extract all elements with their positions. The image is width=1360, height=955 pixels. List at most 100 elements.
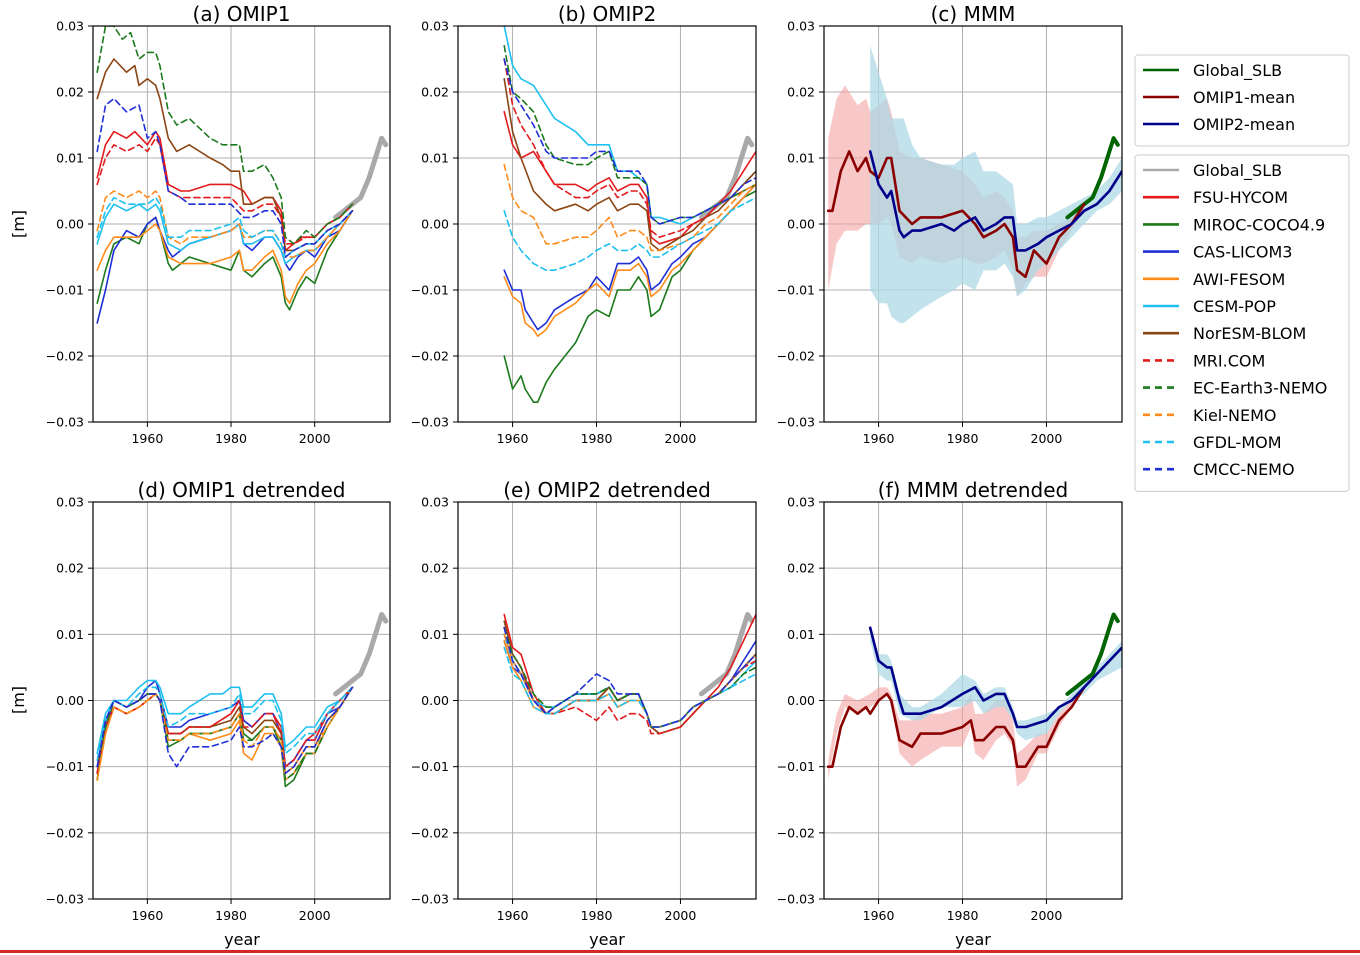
panel-c-ytick-label: −0.01 <box>777 283 815 298</box>
panel-a-ytick-label: 0.01 <box>56 151 84 166</box>
legend-entry-global-slb: Global_SLB <box>1193 161 1282 181</box>
panel-f-ytick-label: 0.01 <box>787 627 815 642</box>
legend-entry-miroc-coco4-9: MIROC-COCO4.9 <box>1193 215 1325 234</box>
panel-a-ytick-label: 0.00 <box>56 217 84 232</box>
panel-f-spread-band-0 <box>828 687 1085 787</box>
panel-b-xtick-label: 1980 <box>581 431 613 446</box>
panel-f-ytick-label: 0.03 <box>787 495 815 510</box>
x-axis-label-e: year <box>589 930 625 949</box>
panel-f-ytick-label: −0.03 <box>777 892 815 907</box>
panel-a-series-global-slb <box>333 135 389 220</box>
panel-d: 1960 1980 2000 −0.03 −0.02 −0.01 0.00 0.01 0.02 0… <box>46 478 391 923</box>
panel-a-title: (a) OMIP1 <box>193 2 291 26</box>
panel-f-spread-band-1 <box>870 627 1122 741</box>
panel-c-xtick-label: 2000 <box>1031 431 1063 446</box>
panel-c-title: (c) MMM <box>931 2 1016 26</box>
panel-f-xtick-label: 1980 <box>947 908 979 923</box>
panel-a: 1960 1980 2000 −0.03 −0.02 −0.01 0.00 0.01 0.02 0… <box>46 2 391 446</box>
panel-b-series-noresm-blom <box>503 78 756 252</box>
panel-e-ytick-label: −0.03 <box>411 892 449 907</box>
panel-d-series-global-slb <box>333 612 389 697</box>
legend-entry-kiel-nemo: Kiel-NEMO <box>1193 406 1276 425</box>
panel-e-ytick-label: 0.03 <box>421 495 449 510</box>
legend-entry-awi-fesom: AWI-FESOM <box>1193 270 1285 289</box>
panel-b-series-cmcc-nemo <box>503 58 756 225</box>
panel-c-ytick-label: 0.00 <box>787 217 815 232</box>
panel-f-ytick-label: −0.01 <box>777 759 815 774</box>
panel-a-ytick-label: −0.02 <box>46 349 84 364</box>
panel-a-series-cas-licom3 <box>96 210 354 324</box>
panel-e-xtick-label: 2000 <box>665 908 697 923</box>
panel-c-ytick-label: 0.01 <box>787 151 815 166</box>
panel-f: 1960 1980 2000 −0.03 −0.02 −0.01 0.00 0.01 0.02 0… <box>777 478 1123 923</box>
panel-b-ytick-label: −0.02 <box>411 349 449 364</box>
panel-d-ytick-label: −0.03 <box>46 892 84 907</box>
panel-d-xtick-label: 1960 <box>131 908 163 923</box>
panel-b-series-gfdl-mom <box>503 196 756 272</box>
panel-a-series-kiel-nemo <box>96 190 354 258</box>
panel-e-xtick-label: 1980 <box>581 908 613 923</box>
panel-b-series-cesm-pop <box>503 26 756 225</box>
panel-e-ytick-label: 0.02 <box>421 561 449 576</box>
legend-entry-cas-licom3: CAS-LICOM3 <box>1193 243 1292 262</box>
panel-b-title: (b) OMIP2 <box>558 2 656 26</box>
panel-c-series-omip1-mean <box>826 150 1086 279</box>
y-axis-label-top: [m] <box>9 210 28 238</box>
panel-d-series-cmcc-nemo <box>96 686 354 775</box>
panel-f-xtick-label: 1960 <box>863 908 895 923</box>
panel-b-series-mri-com <box>503 58 756 238</box>
panel-f-ytick-label: 0.00 <box>787 693 815 708</box>
panel-c: 1960 1980 2000 −0.03 −0.02 −0.01 0.00 0.01 0.02 0… <box>777 2 1123 446</box>
panel-e-series-gfdl-mom <box>503 646 756 728</box>
panel-d-ytick-label: 0.02 <box>56 561 84 576</box>
panel-a-series-ec-earth3-nemo <box>96 26 354 245</box>
legend-entry-global-slb: Global_SLB <box>1193 61 1282 81</box>
panel-f-ytick-label: −0.02 <box>777 825 815 840</box>
panel-a-xtick-label: 1980 <box>215 431 247 446</box>
panel-b-series-miroc-coco4-9 <box>503 190 756 404</box>
panel-d-ytick-label: −0.02 <box>46 825 84 840</box>
panel-b-series-kiel-nemo <box>503 163 756 252</box>
panel-c-ytick-label: −0.03 <box>777 415 815 430</box>
panels-layer: 1960 1980 2000 −0.03 −0.02 −0.01 0.00 0.01 0.02 0… <box>46 2 1123 923</box>
panel-c-series-global-slb <box>1065 136 1120 220</box>
panel-d-xtick-label: 1980 <box>215 908 247 923</box>
panel-d-title: (d) OMIP1 detrended <box>138 478 346 502</box>
panel-d-ytick-label: 0.01 <box>56 627 84 642</box>
bottom-rule <box>0 950 1360 953</box>
panel-c-xtick-label: 1980 <box>947 431 979 446</box>
panel-a-xtick-label: 1960 <box>131 431 163 446</box>
panel-d-xtick-label: 2000 <box>299 908 331 923</box>
panel-f-series-omip1-mean <box>826 685 1086 769</box>
panel-c-ytick-label: 0.03 <box>787 19 815 34</box>
panel-f-series-global-slb <box>1065 612 1120 696</box>
panel-a-series-cmcc-nemo <box>96 97 354 258</box>
legend-entry-gfdl-mom: GFDL-MOM <box>1193 433 1282 452</box>
panel-a-series-cesm-pop <box>96 203 354 265</box>
legend-entry-mri-com: MRI.COM <box>1193 351 1265 370</box>
panel-d-series-cesm-pop <box>96 679 354 755</box>
panel-a-ytick-label: 0.02 <box>56 85 84 100</box>
panel-b-ytick-label: −0.03 <box>411 415 449 430</box>
panel-e-ytick-label: −0.02 <box>411 825 449 840</box>
panel-a-series-fsu-hycom <box>96 130 354 252</box>
panel-e-ytick-label: 0.00 <box>421 693 449 708</box>
legend-box-2 <box>1134 154 1350 492</box>
panel-e-ytick-label: 0.01 <box>421 627 449 642</box>
legend-layer: Global_SLB OMIP1-mean OMIP2-mean Global_SLB… <box>1134 54 1350 492</box>
panel-f-ytick-label: 0.02 <box>787 561 815 576</box>
panel-c-ytick-label: 0.02 <box>787 85 815 100</box>
legend-entry-cesm-pop: CESM-POP <box>1193 297 1276 316</box>
panel-e-series-global-slb <box>698 612 755 697</box>
panel-b-ytick-label: 0.02 <box>421 85 449 100</box>
legend-entry-cmcc-nemo: CMCC-NEMO <box>1193 460 1295 479</box>
panel-e-title: (e) OMIP2 detrended <box>503 478 711 502</box>
x-axis-label-d: year <box>224 930 260 949</box>
panel-c-plot-area <box>826 45 1122 324</box>
panel-e: 1960 1980 2000 −0.03 −0.02 −0.01 0.00 0.01 0.02 0… <box>411 478 757 923</box>
panel-e-series-noresm-blom <box>503 620 756 735</box>
panel-c-ytick-label: −0.02 <box>777 349 815 364</box>
panel-c-series-omip2-mean <box>868 150 1122 252</box>
legend-entry-fsu-hycom: FSU-HYCOM <box>1193 188 1288 207</box>
